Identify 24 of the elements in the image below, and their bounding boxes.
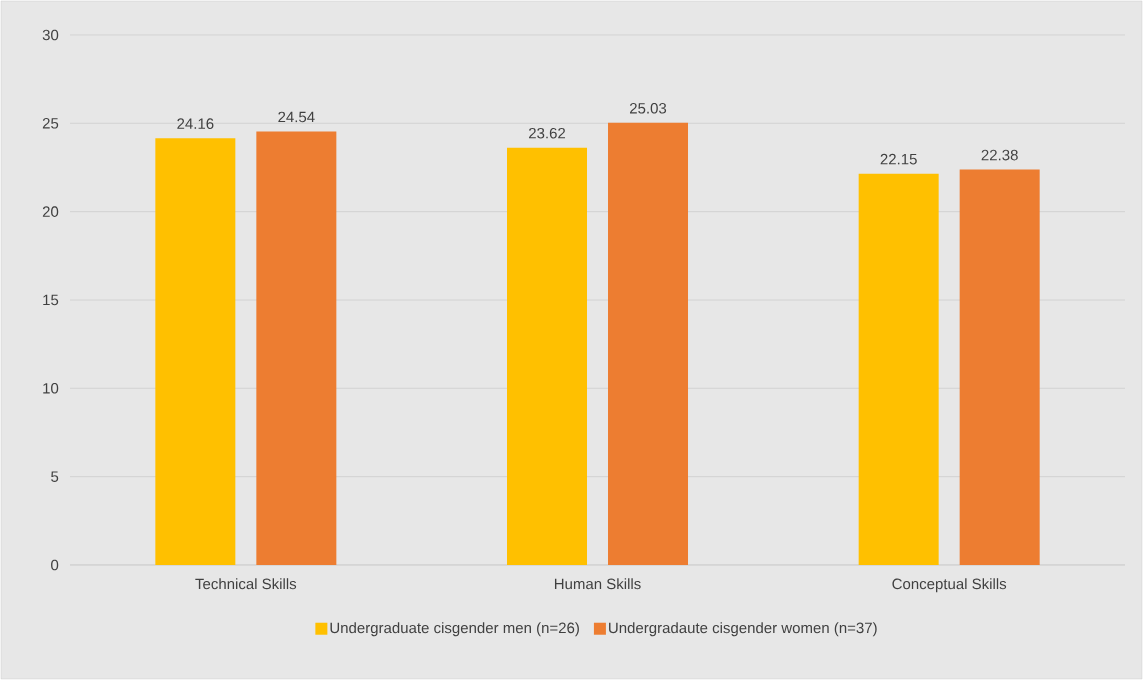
y-tick-label: 25 <box>42 118 59 129</box>
y-tick-label: 15 <box>43 294 59 306</box>
bar <box>608 122 689 565</box>
x-tick-label: Human Skills <box>554 578 641 590</box>
bar <box>507 147 587 565</box>
data-label: 23.62 <box>528 127 566 139</box>
legend-label: Undergradaute cisgender women (n=37) <box>609 622 877 637</box>
y-tick-label: 5 <box>51 471 59 482</box>
data-label: 24.54 <box>278 111 315 123</box>
y-tick-label: 0 <box>51 559 59 571</box>
x-tick-label: Technical Skills <box>195 578 297 590</box>
bar <box>256 131 337 565</box>
data-label: 25.03 <box>629 102 667 114</box>
data-label: 24.16 <box>177 118 214 129</box>
y-tick-label: 20 <box>42 206 59 217</box>
data-label: 22.38 <box>981 149 1018 161</box>
legend-label: Undergraduate cisgender men (n=26) <box>330 622 579 637</box>
bar <box>858 173 939 565</box>
data-label: 22.15 <box>880 153 917 165</box>
bar <box>155 138 236 565</box>
x-tick-label: Conceptual Skills <box>892 578 1007 593</box>
bar <box>959 169 1040 565</box>
y-tick-label: 10 <box>43 383 59 394</box>
y-tick-label: 30 <box>42 29 59 41</box>
